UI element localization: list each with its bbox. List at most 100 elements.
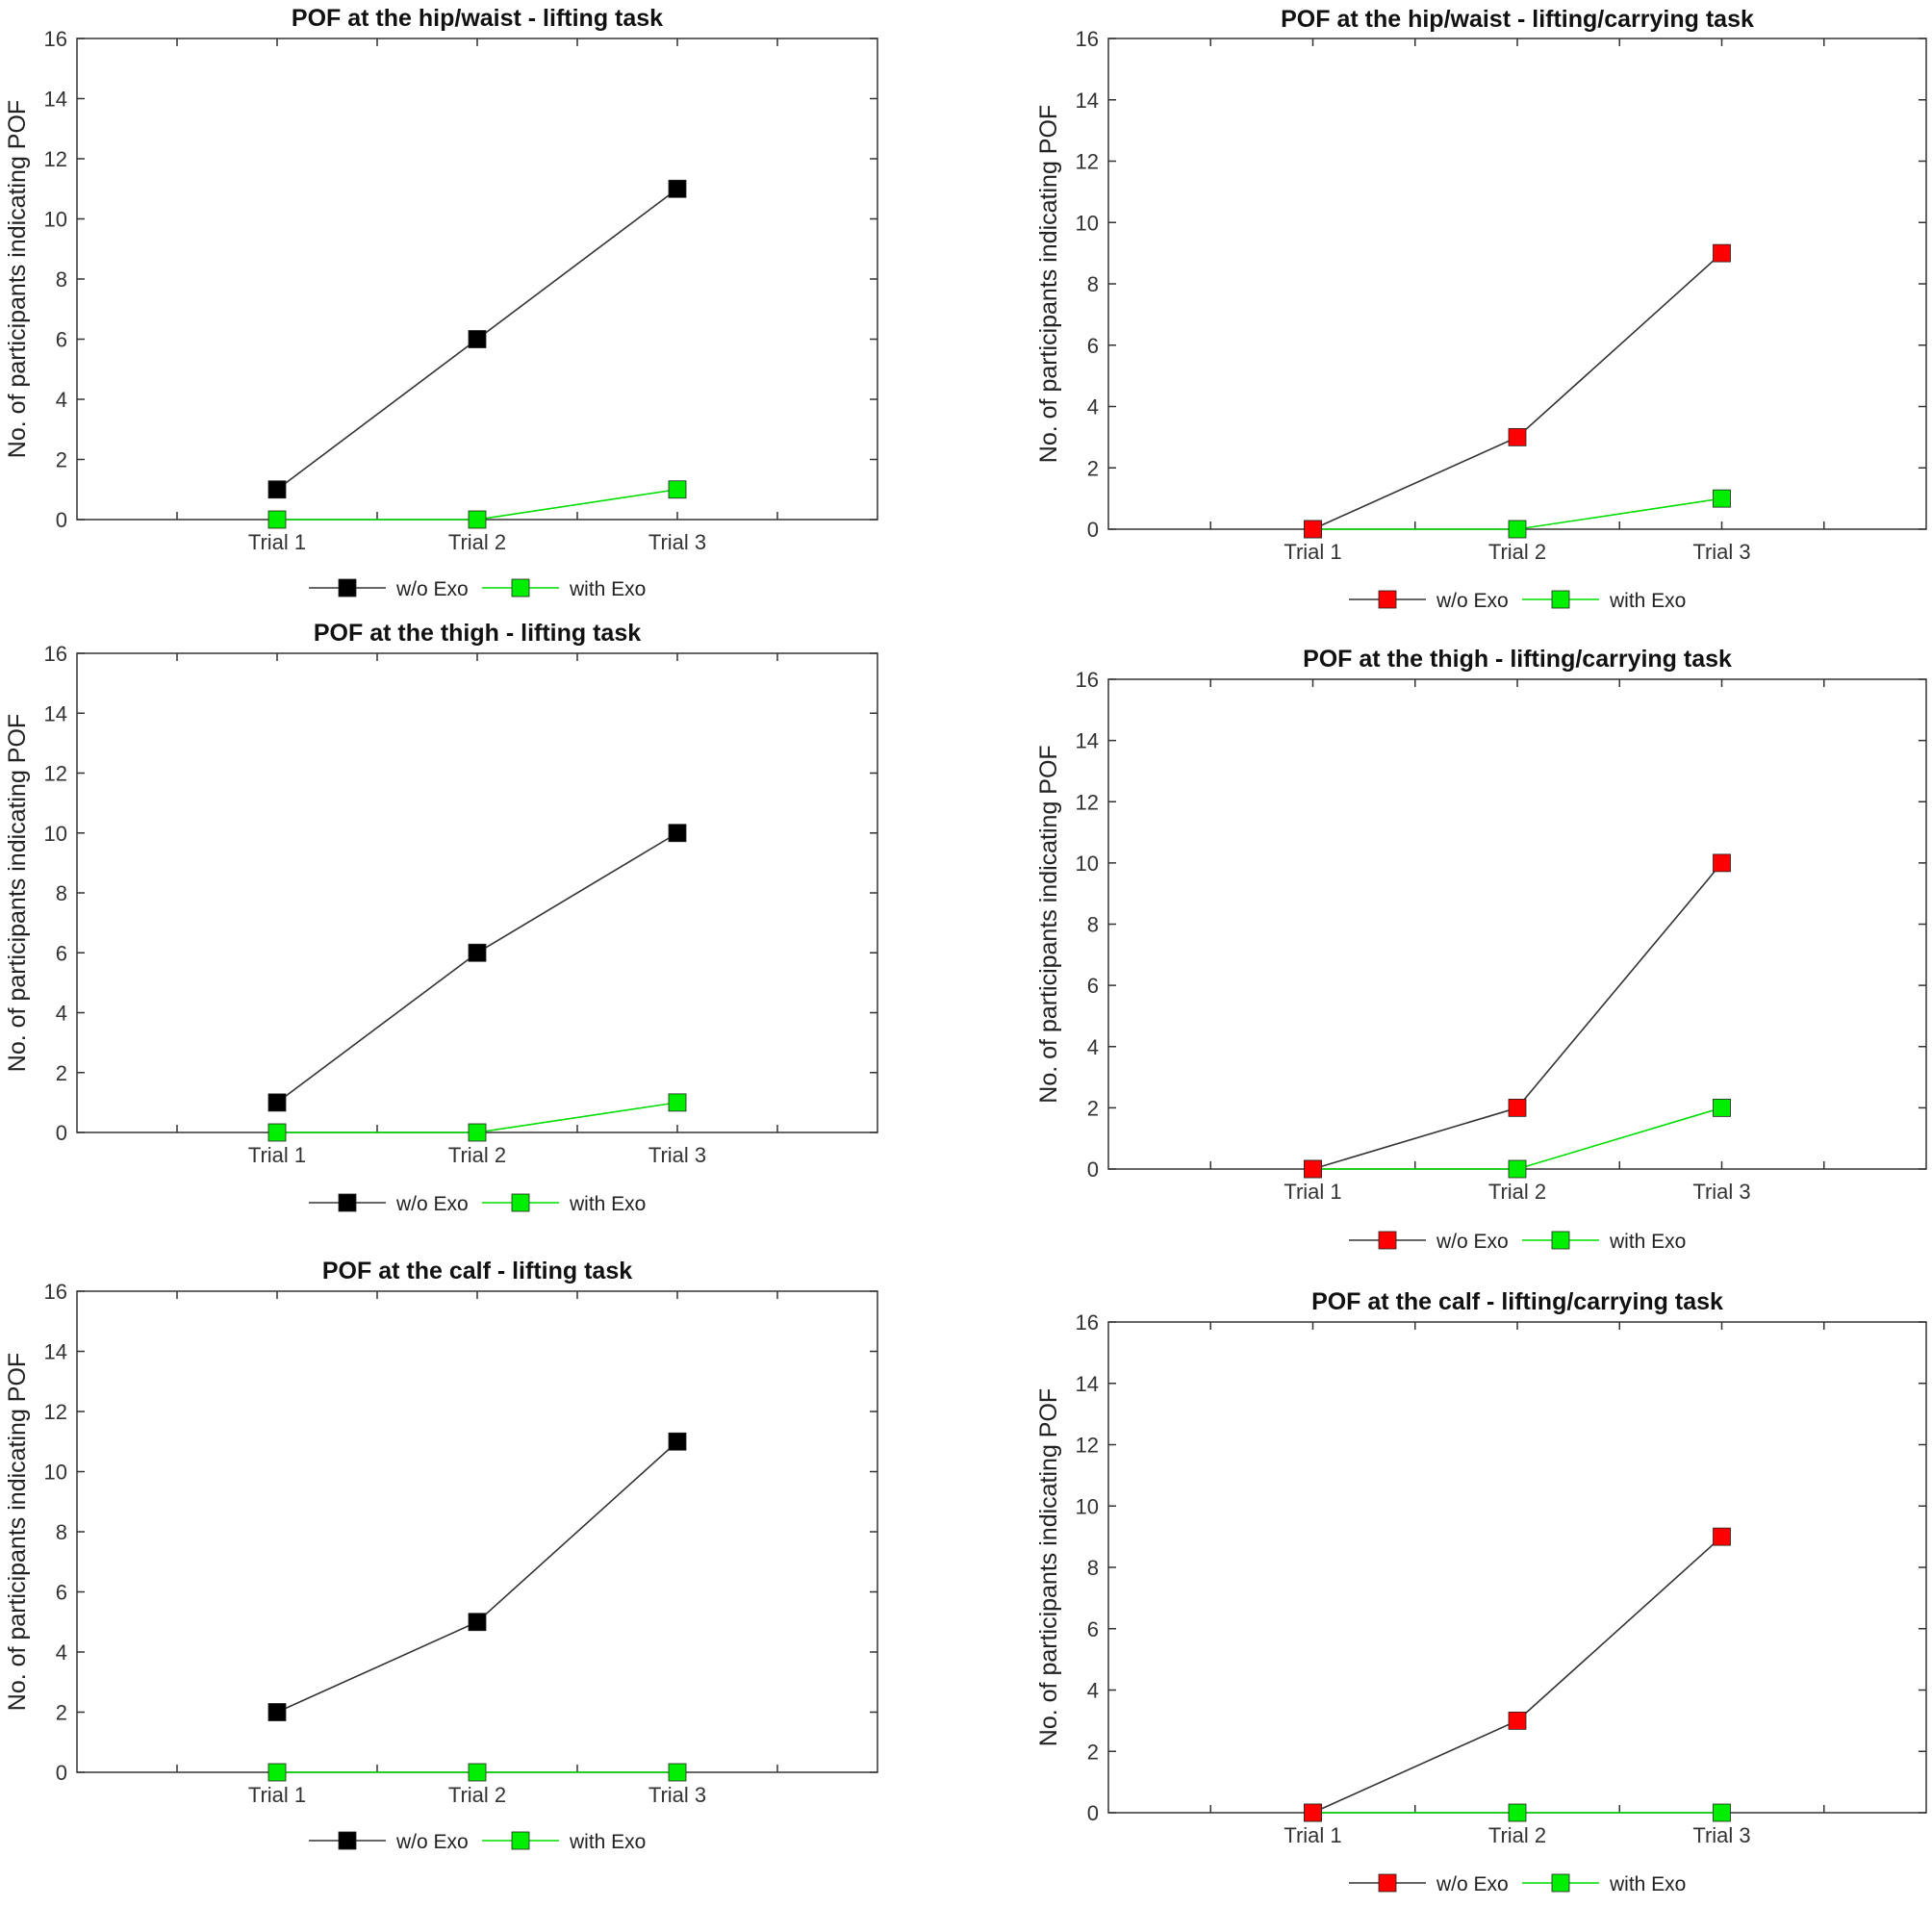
- legend: w/o Exo with Exo: [309, 1831, 646, 1853]
- data-point-with-exo: [1508, 1803, 1527, 1822]
- data-point-with-exo: [1713, 1098, 1731, 1117]
- y-tick-label: 8: [56, 267, 67, 292]
- y-tick-label: 0: [1087, 1801, 1099, 1825]
- y-tick-label: 6: [1087, 974, 1099, 998]
- y-tick-label: 10: [44, 1461, 67, 1485]
- chart-panel-2: POF at the hip/waist - lifting/carrying …: [1035, 6, 1927, 612]
- y-tick-label: 6: [56, 328, 67, 352]
- x-tick-label: Trial 3: [648, 1143, 706, 1167]
- y-tick-label: 12: [1076, 790, 1099, 814]
- data-point-with-exo: [267, 510, 287, 529]
- legend-marker: [1551, 590, 1570, 609]
- y-tick-label: 16: [44, 1280, 67, 1304]
- x-tick-label: Trial 3: [1692, 1823, 1750, 1847]
- y-tick-label: 4: [1087, 395, 1099, 420]
- data-point-with-exo: [1508, 520, 1527, 539]
- x-tick-label: Trial 3: [648, 530, 706, 554]
- x-tick-label: Trial 1: [248, 1143, 306, 1167]
- x-tick-label: Trial 2: [1488, 1180, 1546, 1204]
- data-point-wo-exo: [1508, 1098, 1527, 1117]
- chart-panel-5: POF at the calf - lifting task 0 2 4 6 8 10 12 1…: [4, 1258, 878, 1853]
- data-point-wo-exo: [1713, 243, 1731, 263]
- y-axis-label: No. of participants indicating POF: [1035, 105, 1062, 463]
- legend-label: w/o Exo: [1436, 1873, 1509, 1895]
- data-point-wo-exo: [267, 1703, 287, 1721]
- x-tick-label: Trial 3: [1692, 540, 1750, 564]
- data-point-with-exo: [1713, 1803, 1731, 1822]
- y-tick-label: 10: [1076, 852, 1099, 876]
- y-tick-label: 6: [1087, 334, 1099, 358]
- chart-title: POF at the hip/waist - lifting/carrying …: [1281, 6, 1754, 33]
- legend-label: w/o Exo: [395, 1831, 469, 1853]
- y-tick-label: 10: [1076, 211, 1099, 235]
- y-tick-label: 0: [56, 1761, 67, 1785]
- plot-area: [1107, 38, 1927, 530]
- y-axis-label: No. of participants indicating POF: [1035, 745, 1062, 1103]
- y-tick-label: 16: [1076, 27, 1099, 51]
- y-tick-label: 14: [44, 1340, 67, 1364]
- data-point-wo-exo: [1508, 1711, 1527, 1730]
- y-tick-label: 12: [1076, 150, 1099, 174]
- y-tick-label: 16: [44, 27, 67, 51]
- y-tick-label: 4: [56, 1640, 67, 1665]
- y-axis-label: No. of participants indicating POF: [1035, 1388, 1062, 1746]
- legend-marker: [1551, 1231, 1570, 1250]
- y-tick-label: 10: [1076, 1494, 1099, 1518]
- x-tick-label: Trial 2: [448, 530, 506, 554]
- x-tick-label: Trial 3: [648, 1783, 706, 1807]
- data-point-with-exo: [668, 480, 687, 499]
- x-tick-label: Trial 1: [1284, 540, 1341, 564]
- y-tick-label: 4: [1087, 1035, 1099, 1059]
- data-point-with-exo: [1713, 489, 1731, 508]
- y-tick-label: 0: [56, 508, 67, 532]
- legend-label: with Exo: [569, 578, 646, 600]
- legend: w/o Exo with Exo: [1349, 590, 1686, 612]
- data-point-wo-exo: [1713, 853, 1731, 873]
- x-tick-label: Trial 2: [1488, 540, 1546, 564]
- legend-label: with Exo: [569, 1831, 646, 1853]
- x-tick-label: Trial 2: [1488, 1823, 1546, 1847]
- legend-marker: [338, 1831, 357, 1850]
- legend-label: with Exo: [1609, 1873, 1686, 1895]
- legend-marker: [511, 1193, 530, 1212]
- data-point-wo-exo: [468, 330, 487, 348]
- x-tick-label: Trial 3: [1692, 1180, 1750, 1204]
- data-point-wo-exo: [1713, 1527, 1731, 1546]
- y-tick-label: 16: [1076, 1310, 1099, 1335]
- legend: w/o Exo with Exo: [1349, 1231, 1686, 1253]
- y-tick-label: 4: [1087, 1679, 1099, 1703]
- data-point-wo-exo: [1304, 1159, 1322, 1179]
- data-point-with-exo: [468, 1763, 487, 1782]
- y-tick-label: 2: [1087, 1740, 1099, 1764]
- data-point-wo-exo: [668, 179, 687, 198]
- x-tick-label: Trial 1: [248, 530, 306, 554]
- legend-label: w/o Exo: [395, 578, 469, 600]
- data-point-with-exo: [668, 1093, 687, 1112]
- data-point-wo-exo: [267, 1093, 287, 1112]
- data-point-wo-exo: [468, 943, 487, 962]
- y-tick-label: 14: [44, 88, 67, 112]
- x-tick-label: Trial 2: [448, 1783, 506, 1807]
- y-axis-label: No. of participants indicating POF: [4, 714, 31, 1072]
- legend-marker: [511, 1831, 530, 1850]
- legend-label: w/o Exo: [1436, 590, 1509, 612]
- legend-label: w/o Exo: [1436, 1231, 1509, 1253]
- data-point-wo-exo: [668, 1432, 687, 1451]
- legend-label: with Exo: [1609, 1231, 1686, 1253]
- data-point-wo-exo: [1304, 1803, 1322, 1822]
- y-tick-label: 14: [1076, 1372, 1099, 1396]
- y-tick-label: 8: [56, 1520, 67, 1544]
- legend-marker: [1378, 1231, 1397, 1250]
- y-tick-label: 0: [1087, 518, 1099, 542]
- legend-label: with Exo: [1609, 590, 1686, 612]
- plot-area: [76, 1290, 878, 1773]
- x-tick-label: Trial 1: [248, 1783, 306, 1807]
- y-tick-label: 10: [44, 822, 67, 846]
- y-tick-label: 0: [56, 1121, 67, 1145]
- chart-title: POF at the thigh - lifting/carrying task: [1303, 646, 1732, 673]
- data-point-with-exo: [468, 510, 487, 529]
- data-point-with-exo: [668, 1763, 687, 1782]
- y-tick-label: 12: [1076, 1434, 1099, 1458]
- data-point-wo-exo: [1508, 427, 1527, 446]
- data-point-wo-exo: [1304, 520, 1322, 539]
